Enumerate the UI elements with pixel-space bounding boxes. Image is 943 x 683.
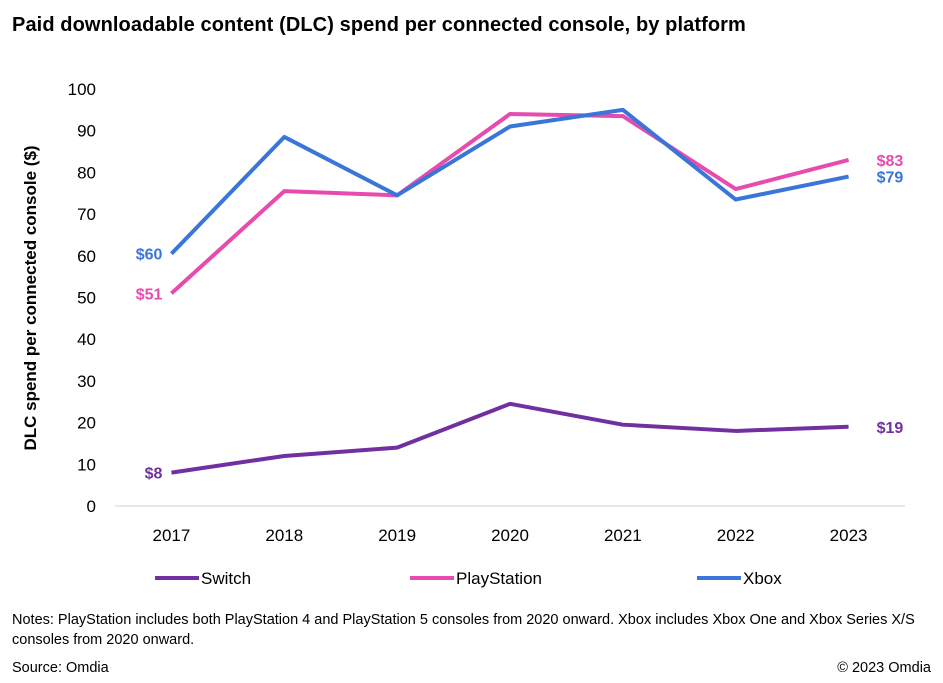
- x-tick-label: 2020: [491, 526, 529, 545]
- legend: Switch PlayStation Xbox: [155, 569, 782, 588]
- series-lines: [169, 107, 850, 475]
- legend-label-playstation: PlayStation: [456, 569, 542, 588]
- x-axis: 2017 2018 2019 2020 2021 2022 2023: [115, 505, 905, 545]
- source-text: Source: Omdia: [12, 660, 109, 676]
- y-axis-label: DLC spend per connected console ($): [21, 145, 40, 450]
- data-label-switch-last: $19: [877, 420, 904, 437]
- data-label-switch-first: $8: [145, 466, 163, 483]
- y-tick-label: 60: [77, 247, 96, 266]
- y-tick-label: 80: [77, 163, 96, 182]
- y-tick-label: 0: [87, 497, 96, 516]
- x-tick-label: 2018: [265, 526, 303, 545]
- y-tick-label: 50: [77, 289, 96, 308]
- x-tick-label: 2022: [717, 526, 755, 545]
- x-tick-label: 2019: [378, 526, 416, 545]
- chart-notes: Notes: PlayStation includes both PlaySta…: [12, 612, 915, 648]
- data-label-playstation-first: $51: [136, 286, 163, 303]
- series-line-switch: [171, 401, 849, 475]
- x-tick-label: 2023: [830, 526, 868, 545]
- chart-title: Paid downloadable content (DLC) spend pe…: [12, 14, 746, 36]
- y-tick-label: 40: [77, 330, 96, 349]
- data-label-playstation-last: $83: [877, 153, 904, 170]
- x-tick-label: 2021: [604, 526, 642, 545]
- y-tick-label: 70: [77, 205, 96, 224]
- series-line-xbox: [169, 107, 849, 256]
- data-labels: $8 $19 $51 $83 $60 $79: [136, 153, 904, 483]
- y-tick-label: 100: [68, 80, 96, 99]
- copyright-text: © 2023 Omdia: [837, 660, 931, 676]
- legend-label-xbox: Xbox: [743, 569, 782, 588]
- data-label-xbox-first: $60: [136, 247, 163, 264]
- legend-label-switch: Switch: [201, 569, 251, 588]
- data-label-xbox-last: $79: [877, 170, 904, 187]
- y-tick-label: 10: [77, 455, 96, 474]
- x-tick-label: 2017: [153, 526, 191, 545]
- y-tick-label: 20: [77, 414, 96, 433]
- y-axis: 0 10 20 30 40 50 60 70 80 90 100: [68, 80, 96, 516]
- series-line-playstation: [170, 112, 850, 295]
- y-tick-label: 90: [77, 122, 96, 141]
- y-tick-label: 30: [77, 372, 96, 391]
